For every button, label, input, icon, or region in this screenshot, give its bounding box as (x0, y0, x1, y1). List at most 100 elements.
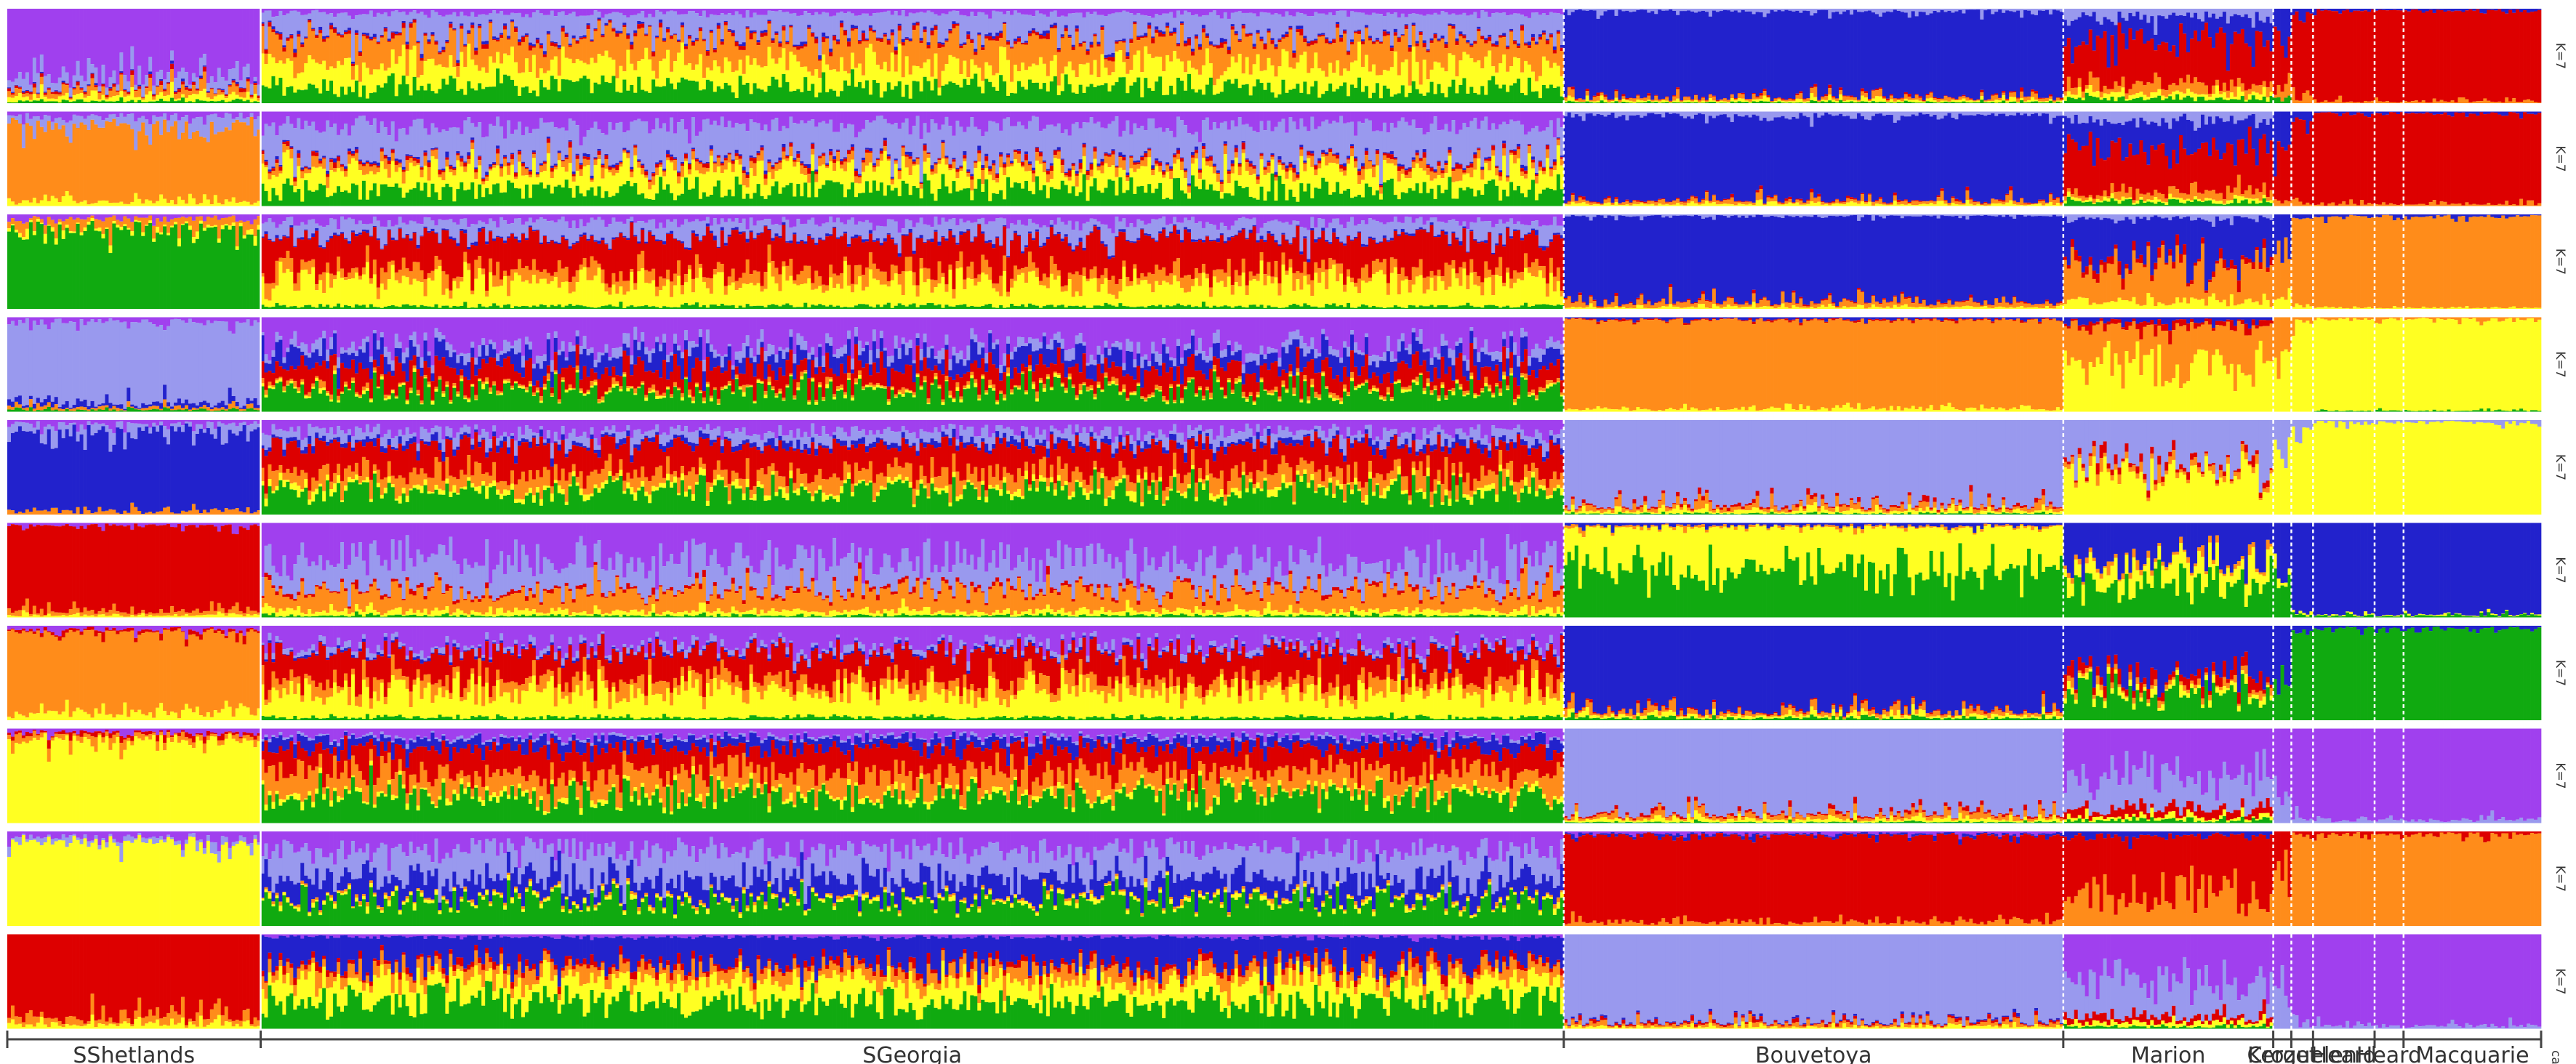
cluster-segment-green (134, 102, 137, 103)
cluster-segment-light_purple (358, 15, 362, 51)
cluster-segment-red (62, 83, 65, 85)
cluster-segment-light_purple (62, 67, 65, 81)
cluster-segment-red (243, 89, 246, 92)
cluster-segment-light_purple (250, 84, 254, 94)
individual-bar (80, 9, 84, 103)
cluster-segment-orange (206, 93, 210, 97)
cluster-segment-orange (65, 85, 69, 93)
cluster-segment-light_purple (156, 72, 159, 86)
cluster-segment-yellow (300, 73, 304, 91)
individual-bar (181, 9, 185, 103)
cluster-segment-purple (174, 9, 177, 78)
cluster-segment-purple (395, 9, 398, 10)
cluster-segment-orange (282, 52, 286, 64)
cluster-segment-orange (196, 91, 199, 94)
cluster-segment-green (318, 94, 322, 103)
cluster-segment-blue (203, 65, 206, 67)
cluster-segment-light_purple (239, 81, 243, 87)
cluster-segment-light_purple (166, 72, 170, 82)
cluster-segment-blue (315, 35, 318, 36)
cluster-segment-green (409, 95, 413, 103)
cluster-segment-purple (289, 9, 293, 11)
cluster-segment-green (91, 101, 95, 103)
individual-bar (127, 9, 130, 103)
cluster-segment-yellow (413, 46, 417, 77)
cluster-segment-light_purple (130, 47, 134, 69)
cluster-segment-light_purple (308, 14, 311, 19)
cluster-segment-red (271, 29, 275, 32)
cluster-segment-blue (174, 91, 177, 92)
cluster-segment-green (243, 101, 246, 103)
cluster-segment-red (65, 84, 69, 85)
cluster-segment-light_purple (409, 12, 413, 23)
cluster-segment-green (145, 102, 148, 103)
individual-bar (358, 9, 362, 103)
cluster-segment-purple (250, 9, 254, 84)
cluster-segment-orange (254, 85, 257, 94)
cluster-segment-blue (97, 91, 101, 92)
cluster-segment-green (278, 78, 282, 103)
cluster-segment-purple (221, 9, 225, 77)
individual-bar (366, 9, 369, 103)
cluster-segment-red (384, 28, 388, 32)
cluster-segment-purple (278, 9, 282, 11)
cluster-segment-light_purple (163, 79, 166, 89)
cluster-segment-yellow (170, 82, 174, 98)
cluster-segment-purple (264, 9, 268, 11)
cluster-segment-blue (170, 60, 174, 63)
cluster-segment-green (373, 92, 377, 103)
cluster-segment-orange (7, 91, 11, 97)
cluster-segment-purple (308, 9, 311, 14)
cluster-segment-blue (15, 85, 18, 86)
individual-bar (51, 9, 55, 103)
cluster-segment-light_purple (84, 81, 87, 91)
cluster-segment-light_purple (286, 14, 289, 38)
cluster-segment-orange (22, 94, 25, 97)
cluster-segment-light_purple (148, 57, 152, 71)
cluster-segment-green (304, 89, 308, 103)
cluster-segment-green (55, 102, 58, 103)
cluster-segment-green (348, 86, 351, 103)
individual-bar (163, 9, 166, 103)
cluster-segment-green (87, 102, 91, 103)
cluster-segment-orange (293, 57, 297, 78)
cluster-segment-orange (362, 36, 366, 63)
cluster-segment-green (355, 81, 358, 103)
cluster-segment-light_purple (337, 14, 340, 33)
individual-bar (243, 9, 246, 103)
cluster-segment-orange (377, 44, 380, 70)
cluster-segment-yellow (65, 93, 69, 100)
cluster-segment-blue (206, 91, 210, 92)
cluster-segment-purple (366, 9, 369, 14)
cluster-segment-green (51, 101, 55, 103)
cluster-segment-green (398, 84, 402, 103)
cluster-segment-yellow (362, 63, 366, 85)
cluster-segment-blue (130, 69, 134, 70)
cluster-segment-light_purple (145, 75, 148, 86)
cluster-segment-green (174, 101, 177, 103)
cluster-segment-green (297, 89, 300, 103)
cluster-segment-yellow (373, 69, 377, 92)
cluster-segment-blue (108, 87, 112, 89)
cluster-segment-blue (329, 23, 333, 25)
cluster-segment-light_purple (304, 15, 308, 36)
cluster-segment-blue (268, 20, 271, 22)
cluster-segment-purple (51, 9, 55, 83)
cluster-segment-purple (188, 9, 192, 85)
cluster-segment-purple (62, 9, 65, 67)
cluster-segment-blue (84, 91, 87, 92)
cluster-segment-yellow (11, 98, 15, 102)
cluster-segment-light_purple (196, 77, 199, 88)
cluster-segment-orange (33, 87, 36, 94)
cluster-segment-yellow (239, 97, 243, 99)
cluster-segment-green (116, 101, 119, 103)
cluster-segment-yellow (199, 91, 203, 100)
cluster-segment-purple (44, 9, 47, 76)
cluster-segment-orange (69, 99, 73, 100)
cluster-segment-green (210, 101, 214, 103)
cluster-segment-light_purple (188, 85, 192, 89)
cluster-segment-green (406, 84, 409, 103)
cluster-segment-blue (282, 45, 286, 47)
cluster-segment-blue (7, 87, 11, 88)
cluster-segment-red (108, 89, 112, 91)
